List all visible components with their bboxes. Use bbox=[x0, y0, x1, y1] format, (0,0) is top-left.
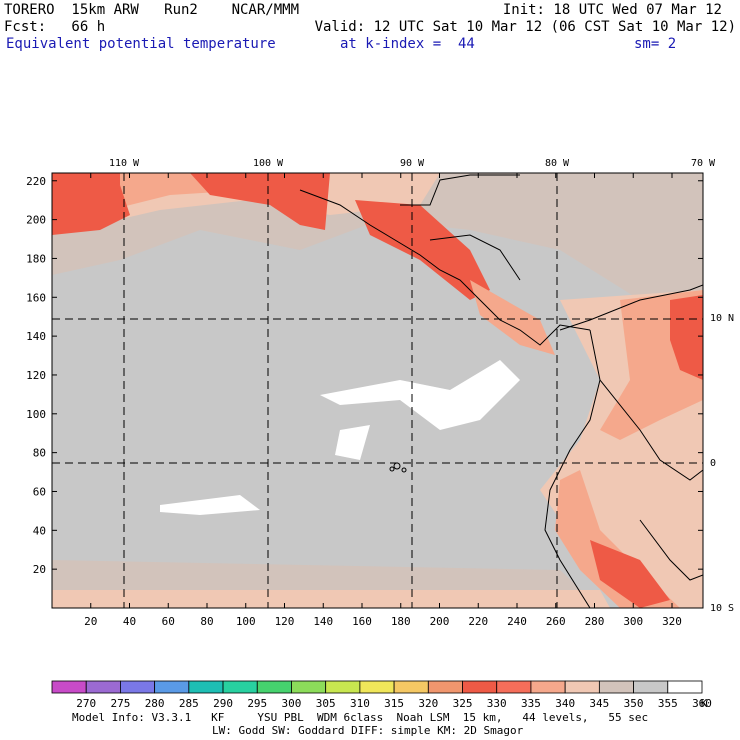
legend-swatch bbox=[188, 680, 224, 694]
legend-swatch bbox=[359, 680, 395, 694]
legend-swatch bbox=[120, 680, 156, 694]
legend-swatch bbox=[256, 680, 292, 694]
legend-value: 325 bbox=[453, 697, 473, 710]
field-title: Equivalent potential temperature bbox=[6, 36, 276, 52]
legend-value: 330 bbox=[487, 697, 507, 710]
x-axis-ticks: 20 40 60 80 100 120 140 160 180 200 220 240 260 280 30… bbox=[84, 173, 682, 628]
x-tick-label: 20 bbox=[84, 615, 97, 628]
legend-value: 310 bbox=[350, 697, 370, 710]
legend-swatch bbox=[222, 680, 258, 694]
y-axis-ticks: 220 200 180 160 140 120 100 80 60 40 20 bbox=[26, 175, 703, 576]
y-tick-label: 20 bbox=[33, 563, 46, 576]
x-tick-label: 80 bbox=[200, 615, 213, 628]
legend-value: 320 bbox=[418, 697, 438, 710]
legend-swatch bbox=[598, 680, 634, 694]
y-tick-label: 80 bbox=[33, 447, 46, 460]
y-tick-label: 100 bbox=[26, 408, 46, 421]
legend-value: 295 bbox=[247, 697, 267, 710]
x-tick-label: 100 bbox=[236, 615, 256, 628]
x-tick-label: 320 bbox=[662, 615, 682, 628]
legend-value: 290 bbox=[213, 697, 233, 710]
longitude-labels: 110 W 100 W 90 W 80 W 70 W bbox=[109, 158, 716, 169]
header-valid-time: Valid: 12 UTC Sat 10 Mar 12 (06 CST Sat … bbox=[314, 19, 736, 35]
legend-value: 350 bbox=[624, 697, 644, 710]
y-tick-label: 180 bbox=[26, 252, 46, 265]
y-tick-label: 220 bbox=[26, 175, 46, 188]
legend-swatch bbox=[462, 680, 498, 694]
smoothing-label: sm= 2 bbox=[634, 36, 677, 52]
legend-swatch bbox=[564, 680, 600, 694]
legend-swatch bbox=[85, 680, 121, 694]
legend-value: 270 bbox=[76, 697, 96, 710]
legend-value: 305 bbox=[316, 697, 336, 710]
longitude-label: 80 W bbox=[545, 158, 570, 169]
header-model-info: TORERO 15km ARW Run2 NCAR/MMM bbox=[4, 2, 300, 18]
latitude-label: 0 bbox=[710, 458, 716, 469]
longitude-label: 90 W bbox=[400, 158, 425, 169]
x-tick-label: 240 bbox=[507, 615, 527, 628]
legend-value: 355 bbox=[658, 697, 678, 710]
legend-value: 275 bbox=[110, 697, 130, 710]
legend-value: 285 bbox=[179, 697, 199, 710]
legend-swatch bbox=[291, 680, 327, 694]
legend-swatch bbox=[51, 680, 87, 694]
legend-value: 280 bbox=[145, 697, 165, 710]
x-tick-label: 300 bbox=[623, 615, 643, 628]
legend-swatch bbox=[154, 680, 190, 694]
latitude-labels: 10 N 0 10 S bbox=[710, 313, 734, 614]
x-tick-label: 40 bbox=[123, 615, 136, 628]
legend-value: 300 bbox=[282, 697, 302, 710]
legend-value: 340 bbox=[555, 697, 575, 710]
longitude-label: 70 W bbox=[691, 158, 716, 169]
legend-swatch bbox=[393, 680, 429, 694]
color-legend: 270 275 280 285 290 295 300 305 310 315 320 325 330 3… bbox=[51, 680, 712, 710]
latitude-label: 10 S bbox=[710, 603, 734, 614]
footer-physics-info: LW: Godd SW: Goddard DIFF: simple KM: 2D… bbox=[212, 724, 524, 737]
legend-swatch bbox=[667, 680, 703, 694]
footer-model-info: Model Info: V3.3.1 KF YSU PBL WDM 6class… bbox=[72, 711, 649, 724]
legend-swatch bbox=[530, 680, 566, 694]
x-tick-label: 160 bbox=[352, 615, 372, 628]
x-tick-label: 220 bbox=[468, 615, 488, 628]
legend-unit: K bbox=[701, 697, 708, 710]
legend-value: 335 bbox=[521, 697, 541, 710]
legend-value: 315 bbox=[384, 697, 404, 710]
legend-value: 360 bbox=[692, 697, 712, 710]
x-tick-label: 200 bbox=[430, 615, 450, 628]
x-tick-label: 280 bbox=[585, 615, 605, 628]
legend-swatch bbox=[633, 680, 669, 694]
x-tick-label: 180 bbox=[391, 615, 411, 628]
field-level: at k-index = 44 bbox=[340, 36, 475, 52]
longitude-label: 110 W bbox=[109, 158, 140, 169]
x-tick-label: 60 bbox=[162, 615, 175, 628]
x-tick-label: 120 bbox=[275, 615, 295, 628]
legend-swatch bbox=[325, 680, 361, 694]
header-forecast-hour: Fcst: 66 h bbox=[4, 19, 106, 35]
y-tick-label: 200 bbox=[26, 214, 46, 227]
y-tick-label: 160 bbox=[26, 291, 46, 304]
x-tick-label: 260 bbox=[546, 615, 566, 628]
header-init-time: Init: 18 UTC Wed 07 Mar 12 bbox=[502, 2, 722, 18]
legend-value: 345 bbox=[589, 697, 609, 710]
y-tick-label: 120 bbox=[26, 369, 46, 382]
latitude-label: 10 N bbox=[710, 313, 734, 324]
y-tick-label: 140 bbox=[26, 330, 46, 343]
longitude-label: 100 W bbox=[253, 158, 284, 169]
y-tick-label: 40 bbox=[33, 524, 46, 537]
shaded-field bbox=[52, 173, 703, 608]
legend-swatch bbox=[496, 680, 532, 694]
legend-swatch bbox=[427, 680, 463, 694]
y-tick-label: 60 bbox=[33, 485, 46, 498]
x-tick-label: 140 bbox=[313, 615, 333, 628]
